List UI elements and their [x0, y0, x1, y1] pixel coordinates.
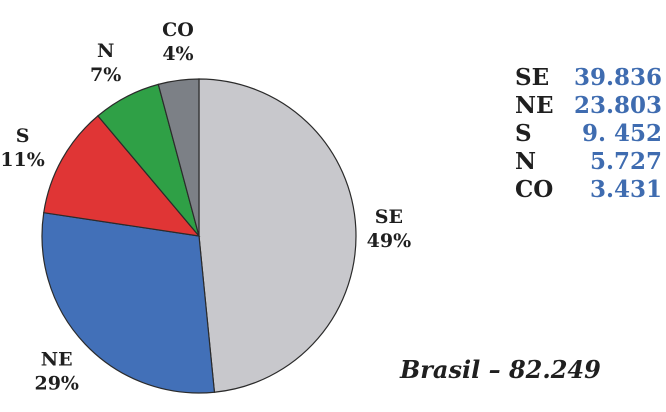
- slice-percent-se: 49%: [367, 230, 412, 252]
- legend-table: SE 39.836 NE 23.803 S 9. 452 N 5.727 CO 3.431: [515, 64, 662, 203]
- legend-value-ne: 23.803: [574, 92, 662, 119]
- pie-slice-co: [157, 78, 200, 237]
- pie-slice-ne: [41, 211, 216, 394]
- slice-label-co: CO: [162, 19, 194, 41]
- slice-percent-s: 11%: [0, 149, 45, 171]
- legend-region-ne: NE: [515, 92, 554, 119]
- legend-region-se: SE: [515, 64, 549, 91]
- legend-value-n: 5.727: [590, 148, 662, 175]
- legend-region-s: S: [515, 120, 532, 147]
- slice-percent-co: 4%: [162, 43, 193, 65]
- slice-percent-ne: 29%: [34, 373, 79, 395]
- pie-slice-se: [198, 78, 357, 393]
- legend-region-co: CO: [515, 176, 553, 203]
- pie-slices: [41, 78, 357, 394]
- legend-value-s: 9. 452: [582, 120, 662, 147]
- slice-label-s: S: [16, 125, 30, 147]
- slice-label-n: N: [97, 40, 114, 62]
- legend-region-n: N: [515, 148, 536, 175]
- legend-value-co: 3.431: [590, 176, 662, 203]
- legend-value-se: 39.836: [574, 64, 662, 91]
- slice-percent-n: 7%: [90, 64, 121, 86]
- slice-label-se: SE: [375, 206, 403, 228]
- slice-label-ne: NE: [41, 349, 73, 371]
- total-label: Brasil – 82.249: [399, 355, 601, 384]
- pie-slice-s: [43, 115, 201, 237]
